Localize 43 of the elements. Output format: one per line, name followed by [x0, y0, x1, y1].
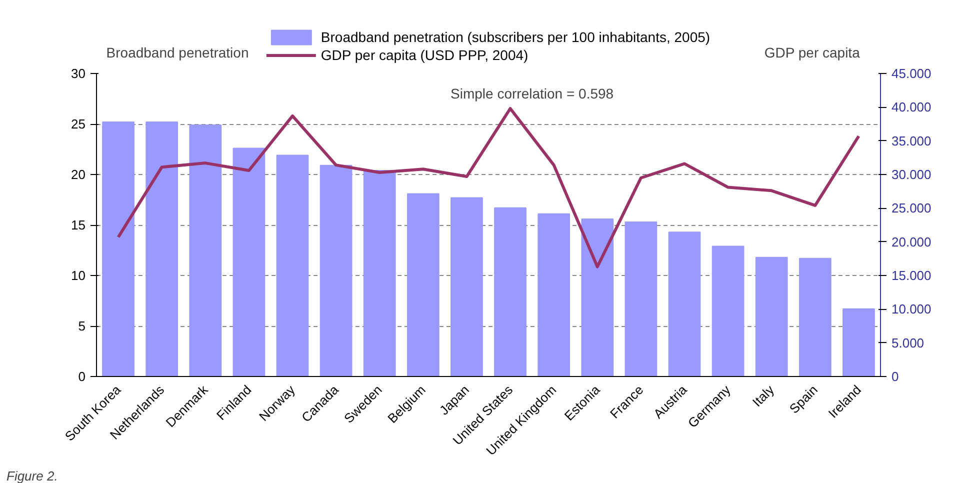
line-series [116, 107, 860, 268]
bar [450, 197, 483, 376]
y2-tick-label: 45.000 [892, 66, 932, 81]
bar [755, 256, 788, 376]
bar [406, 193, 440, 376]
bar [276, 154, 309, 376]
y2-tick-label: 30.000 [892, 167, 932, 182]
y-tick-label: 0 [78, 369, 86, 384]
y2-tick-label: 25.000 [892, 200, 932, 216]
y2-tick-label: 35.000 [892, 133, 932, 148]
annotation: Simple correlation = 0.598 [450, 86, 614, 102]
legend-label: Broadband penetration (subscribers per 100 inhabitants, 2005) [320, 28, 710, 46]
bar [102, 121, 134, 376]
y-tick-label: 25 [71, 116, 86, 132]
bar [624, 221, 658, 376]
y2-tick-label: 10.000 [892, 302, 932, 317]
bar [798, 258, 832, 376]
bar [538, 213, 570, 376]
y2-tick-label: 20.000 [892, 234, 932, 250]
y-axis-title: Broadband penetration [106, 44, 249, 60]
y-tick-label: 5 [78, 318, 86, 334]
y2-tick-label: 40.000 [892, 100, 932, 115]
bar [320, 164, 352, 376]
bar [712, 246, 744, 376]
bar [494, 207, 526, 376]
caption: Figure 2. [6, 468, 58, 483]
bar [146, 121, 178, 376]
y2-tick-label: 0 [892, 369, 899, 384]
bar [668, 232, 701, 376]
y-tick-label: 30 [71, 66, 86, 81]
y2-tick-label: 5.000 [892, 335, 924, 350]
bar [842, 308, 875, 376]
y-tick-label: 20 [71, 167, 86, 182]
x-tick-label: Italy [749, 382, 778, 410]
bar [581, 218, 614, 376]
legend-label: GDP per capita (USD PPP, 2004) [320, 46, 528, 64]
bar [189, 124, 222, 376]
bar [363, 170, 396, 376]
y2-axis-title: GDP per capita [764, 44, 860, 60]
y-tick-label: 15 [71, 218, 86, 232]
y-tick-label: 10 [71, 268, 86, 283]
bar [232, 148, 266, 376]
y2-tick-label: 15.000 [892, 268, 932, 283]
